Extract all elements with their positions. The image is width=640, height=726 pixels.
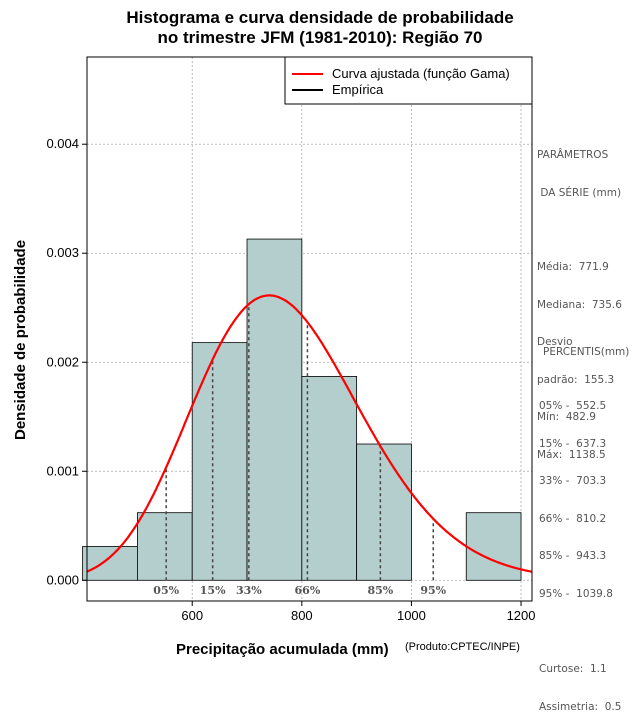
percentil-row: 95% - 1039.8	[539, 587, 613, 600]
histogram-bar	[246, 238, 303, 581]
legend-label: Empírica	[332, 82, 384, 97]
params-panel: PARÂMETROS DA SÉRIE (mm) Média: 771.9 Me…	[537, 124, 622, 474]
title-line-2: no trimestre JFM (1981-2010): Região 70	[157, 28, 483, 47]
y-tick-label: 0.004	[46, 136, 79, 151]
credit-text: (Produto:CPTEC/INPE)	[405, 641, 520, 653]
percentile-label: 33%	[236, 584, 262, 597]
title-line-1: Histograma e curva densidade de probabil…	[126, 8, 514, 27]
x-tick-label: 600	[181, 608, 203, 623]
legend-label: Curva ajustada (função Gama)	[332, 66, 510, 81]
fitted-gamma-curve	[86, 294, 533, 573]
percentile-label: 95%	[420, 584, 446, 597]
params-heading-2: DA SÉRIE (mm)	[537, 186, 622, 199]
param-mediana: Mediana: 735.6	[537, 298, 622, 311]
x-tick-label: 1200	[507, 608, 536, 623]
param-min: Mín: 482.9	[537, 411, 596, 423]
histogram-bar	[301, 376, 358, 581]
param-media: Média: 771.9	[537, 261, 609, 273]
histogram-bar	[191, 342, 248, 581]
percentil-row: 05% - 552.5	[539, 400, 607, 412]
params-heading: PARÂMETROS	[537, 149, 609, 161]
percentile-label: 85%	[367, 584, 393, 597]
percentile-label: 05%	[153, 584, 179, 597]
percentil-row: 66% - 810.2	[539, 512, 607, 525]
percentile-label: 15%	[200, 584, 226, 597]
y-tick-label: 0.002	[46, 354, 79, 369]
percentil-row: 33% - 703.3	[539, 475, 607, 487]
histogram-bar	[465, 512, 522, 581]
assimetria: Assimetria: 0.5	[539, 700, 622, 713]
percentis-heading: PERCENTIS(mm)	[543, 346, 630, 358]
percentis-panel: 05% - 552.5 15% - 637.3 33% - 703.3 66% …	[539, 375, 621, 726]
curtose: Curtose: 1.1	[539, 663, 607, 675]
y-tick-label: 0.000	[46, 572, 79, 587]
histogram-bar	[137, 512, 193, 581]
y-axis-label: Densidade de probabilidade	[12, 239, 29, 440]
param-max: Máx: 1138.5	[537, 448, 606, 461]
x-tick-label: 1000	[397, 608, 426, 623]
param-desvio-label: Desvio	[537, 336, 573, 348]
chart-title: Histograma e curva densidade de probabil…	[0, 8, 640, 48]
percentil-row: 15% - 637.3	[539, 437, 607, 450]
percentile-label: 66%	[295, 584, 321, 597]
percentil-row: 85% - 943.3	[539, 550, 607, 562]
param-desvio: padrão: 155.3	[537, 373, 615, 386]
x-tick-label: 800	[291, 608, 313, 623]
histogram-bar	[356, 443, 412, 581]
y-tick-label: 0.003	[46, 245, 79, 260]
x-axis-label: Precipitação acumulada (mm)	[176, 641, 389, 658]
y-tick-label: 0.001	[46, 463, 79, 478]
histogram-bar	[82, 546, 138, 581]
histogram-chart: 05% 15% 33% 66% 85% 95% 600 800 1000 1200 0.000 0.0…	[46, 56, 536, 623]
legend-box	[284, 56, 533, 105]
